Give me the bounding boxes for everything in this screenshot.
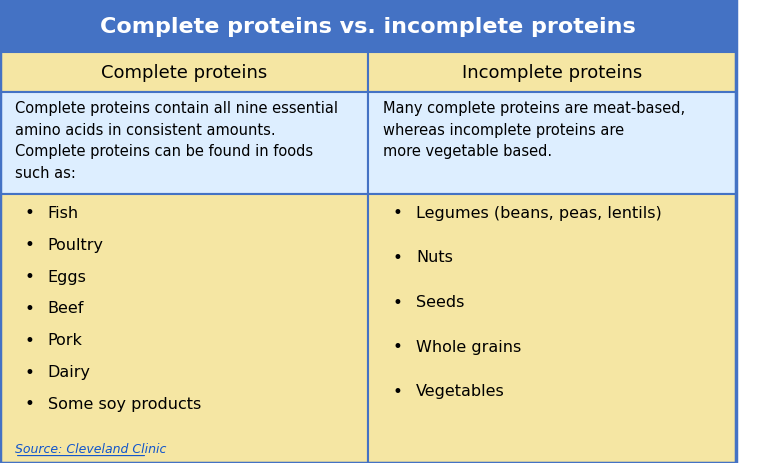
FancyBboxPatch shape <box>368 194 737 463</box>
Text: Eggs: Eggs <box>48 269 87 284</box>
Text: •: • <box>24 268 34 286</box>
FancyBboxPatch shape <box>0 53 368 93</box>
FancyBboxPatch shape <box>0 0 737 53</box>
Text: Vegetables: Vegetables <box>416 383 505 398</box>
Text: •: • <box>393 204 403 222</box>
Text: Many complete proteins are meat-based,
whereas incomplete proteins are
more vege: Many complete proteins are meat-based, w… <box>383 101 685 159</box>
Text: Dairy: Dairy <box>48 364 91 379</box>
Text: Fish: Fish <box>48 206 79 220</box>
Text: •: • <box>393 249 403 266</box>
Text: Seeds: Seeds <box>416 294 465 309</box>
Text: Beef: Beef <box>48 301 84 316</box>
Text: Some soy products: Some soy products <box>48 396 201 411</box>
Text: Incomplete proteins: Incomplete proteins <box>463 64 643 82</box>
Text: •: • <box>24 204 34 222</box>
Text: Poultry: Poultry <box>48 237 104 252</box>
FancyBboxPatch shape <box>368 53 737 93</box>
Text: Whole grains: Whole grains <box>416 339 522 354</box>
Text: Pork: Pork <box>48 332 83 347</box>
Text: Complete proteins contain all nine essential
amino acids in consistent amounts.
: Complete proteins contain all nine essen… <box>14 101 338 181</box>
Text: Complete proteins vs. incomplete proteins: Complete proteins vs. incomplete protein… <box>101 17 636 37</box>
Text: •: • <box>393 382 403 400</box>
FancyBboxPatch shape <box>0 93 368 194</box>
FancyBboxPatch shape <box>0 194 368 463</box>
Text: Source: Cleveland Clinic: Source: Cleveland Clinic <box>14 442 166 455</box>
Text: •: • <box>24 331 34 349</box>
FancyBboxPatch shape <box>368 93 737 194</box>
Text: •: • <box>393 293 403 311</box>
Text: •: • <box>24 363 34 381</box>
Text: •: • <box>393 338 403 355</box>
Text: Legumes (beans, peas, lentils): Legumes (beans, peas, lentils) <box>416 206 662 220</box>
Text: Complete proteins: Complete proteins <box>101 64 267 82</box>
Text: •: • <box>24 394 34 413</box>
Text: Nuts: Nuts <box>416 250 453 265</box>
Text: •: • <box>24 236 34 254</box>
Text: •: • <box>24 299 34 317</box>
